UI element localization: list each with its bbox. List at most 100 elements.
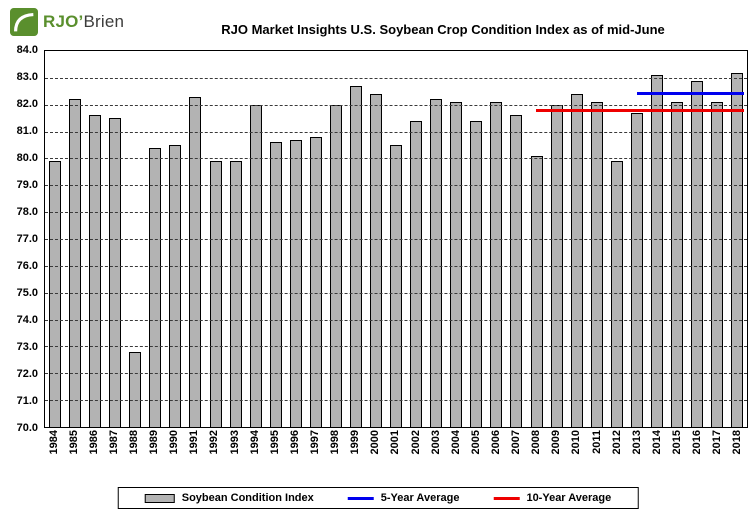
x-tick-label: 2013 [630, 430, 643, 455]
bar-slot [607, 51, 627, 427]
bar-slot [727, 51, 747, 427]
y-tick-label: 72.0 [16, 368, 38, 380]
bar-slot [125, 51, 145, 427]
x-axis: 1984 1985 1986 1987 1988 1989 1990 1991 1992 1993… [44, 430, 748, 472]
bar-slot [446, 51, 466, 427]
gridline [45, 373, 747, 375]
x-tick-label: 2009 [550, 430, 563, 455]
y-tick-label: 82.0 [16, 98, 38, 110]
gridline [45, 346, 747, 348]
y-tick-label: 79.0 [16, 179, 38, 191]
x-tick-label: 1997 [308, 430, 321, 455]
bar-slot [366, 51, 386, 427]
legend-item-5-year-average: 5-Year Average [347, 492, 460, 504]
bar-2006 [490, 102, 503, 427]
gridline [45, 158, 747, 160]
bar-slot [466, 51, 486, 427]
bar-slot [185, 51, 205, 427]
y-tick-label: 80.0 [16, 152, 38, 164]
bar-slot [85, 51, 105, 427]
gridline [45, 319, 747, 321]
bar-1986 [89, 115, 102, 427]
gridline [45, 400, 747, 402]
x-tick-label: 1986 [87, 430, 100, 455]
y-tick-label: 81.0 [16, 125, 38, 137]
bar-slot [346, 51, 366, 427]
bar-2003 [430, 99, 443, 427]
legend-label: 5-Year Average [380, 492, 460, 504]
y-tick-label: 73.0 [16, 341, 38, 353]
bar-1999 [349, 85, 362, 427]
header: RJO’Brien RJO Market Insights U.S. Soybe… [10, 6, 746, 44]
bar-2002 [410, 120, 423, 427]
bar-2015 [670, 102, 683, 427]
bar-2016 [691, 80, 704, 427]
gridline [45, 185, 747, 187]
bar-2011 [590, 102, 603, 427]
y-tick-label: 83.0 [16, 71, 38, 83]
bar-slot [647, 51, 667, 427]
bar-slot [105, 51, 125, 427]
x-tick-label: 2016 [691, 430, 704, 455]
x-tick-label: 1996 [288, 430, 301, 455]
x-tick-label: 2004 [449, 430, 462, 455]
y-tick-label: 74.0 [16, 314, 38, 326]
bar-2012 [610, 161, 623, 427]
x-tick-label: 2000 [369, 430, 382, 455]
chart-title: RJO Market Insights U.S. Soybean Crop Co… [221, 22, 665, 37]
five-year-average-line [636, 92, 744, 96]
legend-label: 10-Year Average [526, 492, 612, 504]
ten-year-average-line [536, 108, 744, 112]
blue-line-swatch-icon [347, 496, 374, 500]
bars [45, 51, 747, 427]
bar-slot [45, 51, 65, 427]
bar-2018 [731, 72, 744, 427]
x-tick-label: 2005 [469, 430, 482, 455]
gridline [45, 265, 747, 267]
bar-2008 [530, 155, 543, 427]
x-tick-label: 1987 [107, 430, 120, 455]
bar-slot [145, 51, 165, 427]
bar-1990 [169, 145, 182, 427]
gridline [45, 77, 747, 79]
bar-slot [426, 51, 446, 427]
bar-slot [306, 51, 326, 427]
x-tick-label: 1993 [228, 430, 241, 455]
bar-slot [486, 51, 506, 427]
plot-area [44, 50, 748, 428]
x-tick-label: 2015 [670, 430, 683, 455]
x-tick-label: 2008 [530, 430, 543, 455]
rjo-brien-logo: RJO’Brien [10, 8, 124, 36]
x-tick-label: 2017 [711, 430, 724, 455]
bar-slot [527, 51, 547, 427]
logo-text: RJO’Brien [43, 12, 124, 32]
x-tick-label: 2007 [510, 430, 523, 455]
bar-slot [667, 51, 687, 427]
logo-text-brien: Brien [83, 12, 125, 31]
x-tick-label: 1995 [268, 430, 281, 455]
bar-1988 [129, 351, 142, 427]
bar-1991 [189, 96, 202, 427]
x-tick-label: 1984 [47, 430, 60, 455]
bar-1987 [109, 118, 122, 427]
x-tick-label: 2010 [570, 430, 583, 455]
bar-slot [266, 51, 286, 427]
x-tick-label: 1994 [248, 430, 261, 455]
bar-1992 [209, 161, 222, 427]
legend-item-10-year-average: 10-Year Average [493, 492, 611, 504]
bar-slot [587, 51, 607, 427]
x-tick-label: 2006 [489, 430, 502, 455]
y-tick-label: 70.0 [16, 422, 38, 434]
gridline [45, 239, 747, 240]
bar-slot [627, 51, 647, 427]
x-tick-label: 1992 [208, 430, 221, 455]
bar-slot [226, 51, 246, 427]
logo-text-rjo: RJO’ [43, 12, 84, 31]
x-tick-label: 2012 [610, 430, 623, 455]
bar-1985 [69, 99, 82, 427]
bar-2014 [650, 75, 663, 427]
y-tick-label: 84.0 [16, 44, 38, 56]
x-tick-label: 1985 [67, 430, 80, 455]
bar-slot [386, 51, 406, 427]
bar-1995 [269, 142, 282, 427]
